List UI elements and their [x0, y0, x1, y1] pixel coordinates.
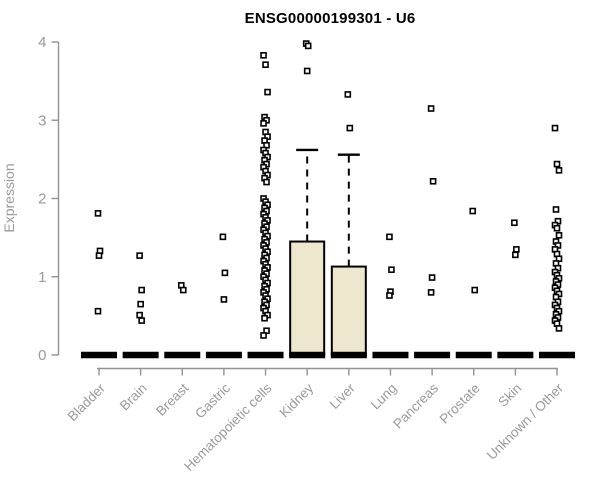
outlier-point-unknown-other	[551, 124, 559, 132]
x-tick-label-brain: Brain	[117, 381, 150, 414]
outlier-point-hematopoietic-cells	[260, 332, 267, 339]
median-bar-pancreas	[414, 351, 451, 359]
median-bar-gastric	[205, 351, 242, 359]
outlier-point-unknown-other	[555, 325, 563, 332]
outlier-point-hematopoietic-cells	[263, 178, 270, 186]
outlier-point-skin	[512, 251, 519, 259]
outlier-point-liver	[344, 91, 352, 98]
outlier-point-gastric	[220, 296, 228, 303]
outlier-point-pancreas	[429, 177, 437, 185]
outlier-point-skin	[513, 246, 520, 253]
outlier-point-unknown-other	[552, 206, 560, 213]
x-tick-label-pancreas: Pancreas	[390, 380, 441, 431]
y-tick-label: 3	[38, 112, 46, 129]
outlier-point-prostate	[471, 286, 479, 294]
outlier-point-hematopoietic-cells	[264, 88, 271, 96]
y-tick-label: 2	[38, 191, 46, 208]
outlier-point-lung	[386, 292, 393, 299]
outlier-point-brain	[136, 311, 143, 319]
outlier-point-bladder	[95, 252, 103, 259]
outlier-point-gastric	[219, 233, 227, 241]
outlier-point-bladder	[94, 210, 102, 217]
x-tick-label-gastric: Gastric	[192, 380, 233, 421]
box-kidney	[289, 240, 326, 357]
outlier-point-kidney	[303, 67, 311, 75]
outlier-point-unknown-other	[555, 231, 563, 239]
x-tick-label-lung: Lung	[368, 381, 400, 413]
median-bar-lung	[372, 351, 409, 359]
outlier-point-prostate	[469, 207, 477, 215]
outlier-point-brain	[137, 300, 144, 308]
outlier-point-gastric	[221, 269, 229, 277]
x-tick-label-breast: Breast	[153, 380, 191, 418]
outlier-point-hematopoietic-cells	[261, 314, 268, 322]
outlier-point-brain	[136, 252, 143, 259]
median-bar-brain	[122, 351, 159, 359]
median-bar-unknown-other	[539, 351, 575, 359]
outlier-point-skin	[511, 219, 518, 227]
x-tick-label-prostate: Prostate	[437, 381, 483, 427]
outlier-point-pancreas	[427, 105, 435, 112]
x-tick-label-kidney: Kidney	[277, 380, 317, 420]
median-bar-liver	[330, 351, 367, 359]
outlier-point-unknown-other	[555, 167, 563, 174]
box-liver	[330, 265, 367, 357]
y-tick-label: 1	[38, 269, 46, 286]
outlier-point-bladder	[94, 307, 102, 315]
outlier-point-hematopoietic-cells	[262, 61, 269, 68]
x-tick-label-liver: Liver	[327, 380, 359, 412]
x-tick-label-bladder: Bladder	[65, 380, 109, 424]
outlier-point-hematopoietic-cells	[260, 52, 267, 59]
outlier-point-pancreas	[427, 289, 435, 296]
median-bar-hematopoietic-cells	[247, 351, 284, 359]
outlier-point-liver	[346, 124, 354, 132]
outlier-point-unknown-other	[553, 224, 561, 232]
x-tick-label-skin: Skin	[495, 381, 524, 410]
outlier-point-pancreas	[428, 274, 436, 281]
outlier-point-lung	[388, 266, 395, 274]
outlier-point-hematopoietic-cells	[260, 120, 267, 127]
median-bar-kidney	[289, 351, 326, 359]
y-axis-label: Expression	[1, 163, 17, 233]
outlier-point-lung	[386, 233, 393, 241]
median-bar-bladder	[81, 351, 117, 359]
median-bar-prostate	[455, 351, 492, 359]
outlier-point-unknown-other	[553, 160, 561, 168]
x-tick-label-unknown-other: Unknown / Other	[484, 380, 567, 463]
median-bar-breast	[164, 351, 201, 359]
outlier-point-kidney	[304, 42, 312, 50]
outlier-point-brain	[138, 317, 145, 324]
chart-title: ENSG00000199301 - U6	[244, 10, 416, 27]
y-tick-label: 4	[38, 34, 46, 51]
y-tick-label: 0	[38, 347, 46, 364]
outlier-point-brain	[138, 286, 145, 294]
median-bar-skin	[497, 351, 534, 359]
outlier-point-breast	[179, 286, 187, 294]
